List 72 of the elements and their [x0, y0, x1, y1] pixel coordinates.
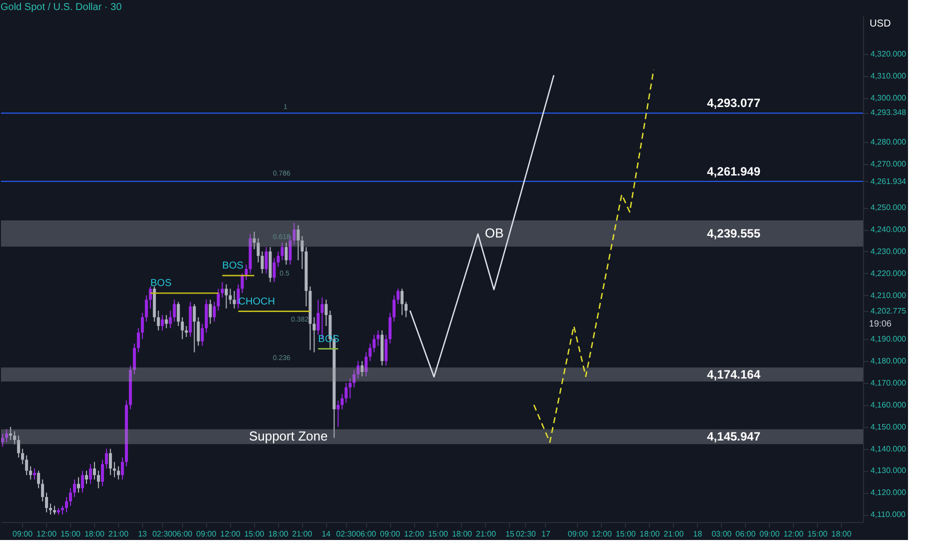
y-tick-label: 4,220.000: [870, 268, 907, 278]
x-tick-label: 15: [505, 530, 515, 538]
x-tick-label: 18:00: [84, 530, 106, 538]
y-tick-label: 4,261.934: [870, 176, 907, 186]
x-tick-label: 13: [138, 530, 148, 538]
x-tick-label: 02:30: [516, 530, 536, 538]
x-tick-label: 09:00: [196, 530, 217, 538]
text: USD: [870, 18, 891, 30]
series-label: BOS: [150, 278, 172, 290]
annotation: OB: [484, 225, 504, 240]
x-tick-label: 02:30: [152, 530, 173, 538]
x-tick-label: 15:00: [60, 530, 82, 538]
y-tick-label: 4,180.000: [870, 356, 907, 366]
y-tick-label: 4,300.000: [870, 93, 907, 102]
y-tick-label: 4,320.000: [870, 50, 907, 59]
ref-line-label: 4,293.077: [707, 96, 761, 110]
x-tick-label: 12:00: [783, 530, 804, 538]
x-tick-label: 18:00: [640, 530, 660, 538]
x-tick-label: 21:00: [108, 530, 129, 538]
band-label: 4,145.947: [707, 430, 761, 444]
y-tick-label: 4,240.000: [870, 225, 907, 234]
y-tick-label: 4,202.775: [870, 306, 907, 316]
x-tick-label: 12:00: [592, 530, 612, 538]
x-tick-label: 18:00: [452, 530, 473, 538]
x-tick-label: 09:00: [568, 530, 588, 538]
y-tick-label: 4,170.000: [870, 378, 907, 388]
y-tick-label: 4,230.000: [870, 246, 907, 256]
y-tick-label: 4,280.000: [870, 137, 907, 146]
x-tick-label: 15:00: [807, 530, 828, 538]
x-tick-label: 18:00: [268, 530, 289, 538]
x-tick-label: 06:00: [736, 530, 756, 538]
y-tick-label: 4,130.000: [870, 466, 907, 476]
y-tick-label: 4,150.000: [870, 422, 907, 432]
x-tick-label: 15:00: [428, 530, 449, 538]
line-series: [409, 74, 554, 378]
x-tick-label: 14: [322, 530, 332, 538]
y-tick-label: 4,110.000: [870, 510, 906, 520]
chart-title: Gold Spot / U.S. Dollar · 30: [0, 2, 122, 13]
x-tick-label: 18: [693, 530, 703, 538]
x-tick-label: 09:00: [380, 530, 401, 538]
y-tick-label: 4,293.348: [870, 108, 907, 118]
y-tick-label: 4,190.000: [870, 334, 907, 344]
x-tick-label: 12:00: [404, 530, 425, 538]
x-tick-label: 18:00: [831, 530, 852, 538]
x-tick-label: 09:00: [12, 530, 34, 538]
y-tick-label: 4,160.000: [870, 400, 907, 410]
y-tick-label: 4,310.000: [870, 72, 907, 81]
annotation: Support Zone: [248, 428, 328, 444]
y-tick-label: 4,120.000: [870, 488, 907, 498]
band-label: 4,239.555: [707, 226, 761, 240]
x-tick-label: 15:00: [616, 530, 636, 538]
x-tick-label: 03:00: [712, 530, 732, 538]
line-series: [533, 68, 654, 443]
x-tick-label: 21:00: [664, 530, 684, 538]
ref-line-label: 4,261.949: [707, 164, 761, 178]
x-tick-label: 09:00: [760, 530, 780, 538]
band-label: 4,174.164: [707, 367, 761, 382]
y-tick-label: 4,210.000: [870, 290, 907, 300]
x-tick-label: 15:00: [244, 530, 265, 538]
y-tick-label: 4,270.000: [870, 159, 907, 168]
x-tick-label: 06:00: [356, 530, 377, 538]
x-tick-label: 21:00: [476, 530, 496, 538]
x-tick-label: 06:00: [172, 530, 193, 538]
text: 19:06: [868, 318, 892, 328]
x-tick-label: 17: [541, 530, 551, 538]
series-label: BOS: [222, 260, 244, 272]
y-tick-label: 4,140.000: [870, 444, 907, 454]
x-tick-label: 02:30: [336, 530, 357, 538]
x-tick-label: 12:00: [220, 530, 241, 538]
y-tick-label: 4,250.000: [870, 203, 907, 212]
x-tick-label: 21:00: [292, 530, 313, 538]
x-tick-label: 12:00: [36, 530, 58, 538]
